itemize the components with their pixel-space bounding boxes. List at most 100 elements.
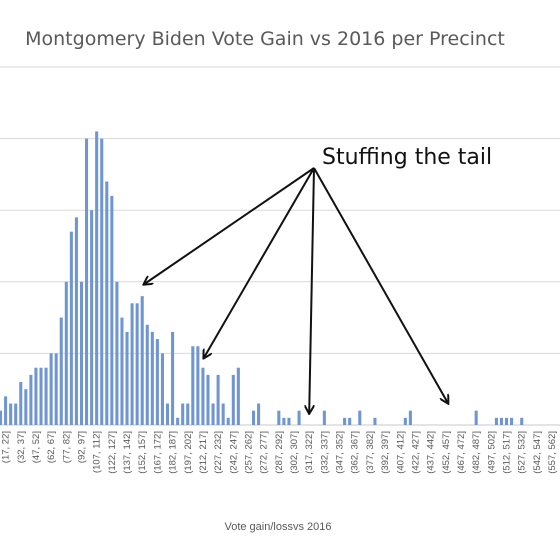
bar <box>44 367 48 425</box>
x-tick-label: (182, 187] <box>168 431 179 474</box>
bar <box>19 382 23 425</box>
x-tick-label: (272, 277] <box>259 431 270 474</box>
bar <box>160 353 164 425</box>
x-tick-label: (467, 472] <box>456 431 467 474</box>
x-tick-label: (332, 337] <box>319 431 330 474</box>
bar <box>155 339 159 425</box>
bar <box>74 217 78 425</box>
bar <box>282 417 286 425</box>
bar <box>140 296 144 425</box>
bar <box>49 353 53 425</box>
bar <box>59 317 63 425</box>
bar <box>211 403 215 425</box>
x-tick-label: (542, 547] <box>532 431 543 474</box>
bar <box>181 403 185 425</box>
bar <box>85 138 89 425</box>
bar <box>105 181 109 425</box>
x-tick-label: (77, 82] <box>61 431 72 463</box>
bar <box>9 403 13 425</box>
bar <box>186 403 190 425</box>
bar <box>520 417 524 425</box>
bar <box>257 403 261 425</box>
bar <box>79 281 84 425</box>
bar <box>64 281 68 425</box>
annotation-arrow <box>309 167 315 413</box>
x-tick-label: (257, 262] <box>243 431 254 474</box>
x-tick-label: (122, 127] <box>107 431 118 474</box>
bar <box>14 403 18 425</box>
bar <box>403 417 407 425</box>
annotation-arrow <box>313 167 448 403</box>
x-tick-label: (437, 442] <box>426 431 437 474</box>
bar <box>474 410 478 425</box>
bar <box>510 417 514 425</box>
bar <box>287 417 291 425</box>
bar <box>34 367 38 425</box>
bar <box>135 303 139 425</box>
x-tick-label: (527, 532] <box>517 431 528 474</box>
annotation-arrow <box>144 167 315 284</box>
bar <box>206 374 210 425</box>
bar <box>343 417 347 425</box>
x-tick-label: (512, 517] <box>502 431 513 474</box>
x-tick-label: (347, 352] <box>335 431 346 474</box>
x-tick-label: (317, 322] <box>304 431 315 474</box>
x-tick-label: (137, 142] <box>122 431 133 474</box>
bar <box>348 417 352 425</box>
x-tick-label: (212, 217] <box>198 431 209 474</box>
bar <box>191 346 195 425</box>
x-tick-label: (287, 292] <box>274 431 285 474</box>
x-tick-label: (377, 382] <box>365 431 376 474</box>
bar <box>221 403 225 425</box>
annotation-text: Stuffing the tail <box>322 145 492 170</box>
x-tick-label: (242, 247] <box>228 431 239 474</box>
annotation-arrow <box>204 167 315 358</box>
bar <box>24 389 28 425</box>
bar <box>236 367 240 425</box>
x-tick-label: (362, 367] <box>350 431 361 474</box>
x-tick-label: (17, 22] <box>1 431 12 463</box>
bar <box>201 367 205 425</box>
bar <box>297 410 301 425</box>
x-tick-label: (557, 562] <box>547 431 558 474</box>
bar <box>226 417 230 425</box>
bar <box>277 410 281 425</box>
bar <box>408 410 412 425</box>
x-tick-label: (407, 412] <box>395 431 406 474</box>
bar <box>0 410 3 425</box>
annotation-arrows <box>144 167 448 413</box>
x-tick-label: (227, 232] <box>213 431 224 474</box>
x-axis-title: Vote gain/lossvs 2016 <box>224 521 331 533</box>
x-tick-label: (482, 487] <box>471 431 482 474</box>
x-tick-label: (392, 397] <box>380 431 391 474</box>
bar <box>54 353 58 425</box>
x-tick-label: (32, 37] <box>16 431 27 463</box>
bars <box>0 131 524 425</box>
bar <box>176 417 180 425</box>
bar <box>231 374 235 425</box>
bar <box>505 417 509 425</box>
bar <box>29 374 33 425</box>
bar <box>196 346 200 425</box>
bar <box>358 410 362 425</box>
x-tick-label: (167, 172] <box>152 431 163 474</box>
x-tick-label: (452, 457] <box>441 431 452 474</box>
bar <box>120 317 124 425</box>
bar <box>115 281 119 425</box>
bar <box>95 131 99 425</box>
bar <box>150 331 154 425</box>
bar <box>110 195 114 425</box>
bar <box>171 331 175 425</box>
x-tick-label: (422, 427] <box>410 431 421 474</box>
bar <box>69 231 73 425</box>
x-tick-label: (197, 202] <box>183 431 194 474</box>
chart-title: Montgomery Biden Vote Gain vs 2016 per P… <box>25 28 505 50</box>
bar <box>322 410 326 425</box>
x-tick-label: (152, 157] <box>137 431 148 474</box>
bar <box>165 403 170 425</box>
x-tick-label: (497, 502] <box>486 431 497 474</box>
bar <box>216 374 220 425</box>
x-tick-labels: (17, 22] (32, 37] (47, 52] (62, 67] (77, 82]… <box>1 431 558 474</box>
x-tick-label: (47, 52] <box>31 431 42 463</box>
